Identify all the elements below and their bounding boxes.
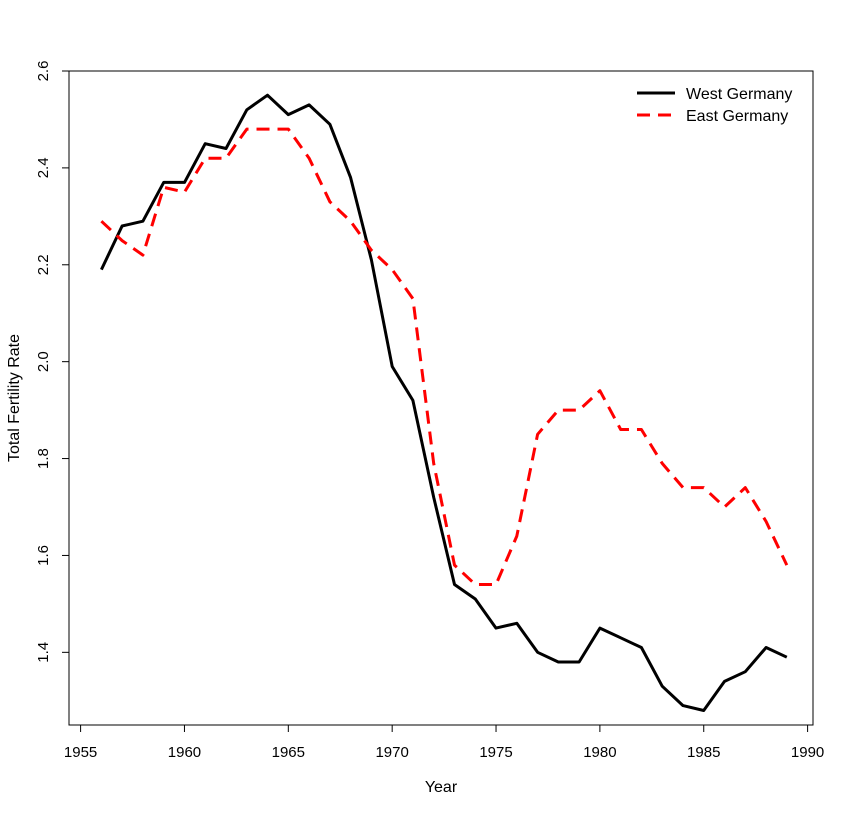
x-tick-label: 1960 bbox=[168, 744, 201, 761]
plot-frame bbox=[68, 70, 814, 726]
y-tick-label: 1.4 bbox=[35, 642, 52, 663]
legend-label: East Germany bbox=[686, 108, 788, 125]
x-axis-label: Year bbox=[425, 779, 458, 796]
y-tick-label: 1.6 bbox=[35, 545, 52, 566]
legend: West Germany East Germany bbox=[637, 86, 792, 125]
x-tick-label: 1980 bbox=[583, 744, 616, 761]
series-layer bbox=[100, 93, 789, 712]
legend-label: West Germany bbox=[686, 86, 792, 103]
x-tick-label: 1990 bbox=[791, 744, 824, 761]
series-line-west-germany bbox=[100, 93, 788, 712]
x-tick-label: 1965 bbox=[272, 744, 305, 761]
y-tick-label: 2.4 bbox=[35, 157, 52, 178]
x-tick-label: 1975 bbox=[479, 744, 512, 761]
y-tick-label: 2.6 bbox=[35, 61, 52, 82]
y-axis: 1.4 1.6 1.8 2.0 2.2 2.4 2.6 bbox=[35, 61, 70, 663]
y-axis-label: Total Fertility Rate bbox=[6, 334, 23, 462]
x-tick-label: 1985 bbox=[687, 744, 720, 761]
x-tick-label: 1955 bbox=[64, 744, 97, 761]
x-tick-label: 1970 bbox=[375, 744, 408, 761]
series-line-east-germany bbox=[100, 127, 789, 586]
y-tick-label: 2.0 bbox=[35, 351, 52, 372]
y-tick-label: 1.8 bbox=[35, 448, 52, 469]
x-axis: 1955 1960 1965 1970 1975 1980 1985 1990 bbox=[64, 724, 824, 761]
y-tick-label: 2.2 bbox=[35, 254, 52, 275]
